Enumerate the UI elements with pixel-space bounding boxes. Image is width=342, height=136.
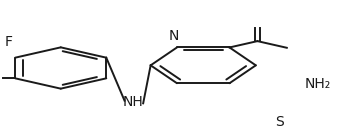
Text: N: N	[169, 29, 179, 43]
Text: F: F	[5, 35, 13, 49]
Text: NH: NH	[123, 95, 143, 109]
Text: S: S	[275, 115, 284, 129]
Text: NH₂: NH₂	[305, 77, 331, 91]
